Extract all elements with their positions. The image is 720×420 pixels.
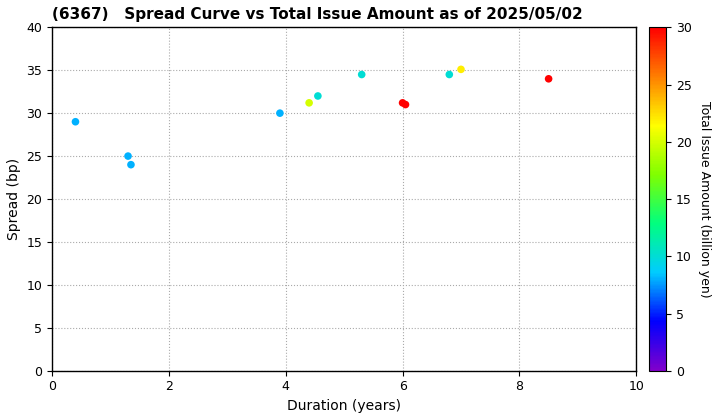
- X-axis label: Duration (years): Duration (years): [287, 399, 401, 413]
- Point: [122, 153, 134, 160]
- Point: [125, 161, 137, 168]
- Point: [356, 71, 367, 78]
- Point: [444, 71, 455, 78]
- Text: (6367)   Spread Curve vs Total Issue Amount as of 2025/05/02: (6367) Spread Curve vs Total Issue Amoun…: [52, 7, 583, 22]
- Point: [274, 110, 286, 116]
- Point: [303, 100, 315, 106]
- Point: [400, 101, 411, 108]
- Point: [543, 76, 554, 82]
- Y-axis label: Total Issue Amount (billion yen): Total Issue Amount (billion yen): [698, 101, 711, 297]
- Point: [312, 93, 323, 100]
- Y-axis label: Spread (bp): Spread (bp): [7, 158, 21, 240]
- Point: [70, 118, 81, 125]
- Point: [455, 66, 467, 73]
- Point: [397, 100, 408, 106]
